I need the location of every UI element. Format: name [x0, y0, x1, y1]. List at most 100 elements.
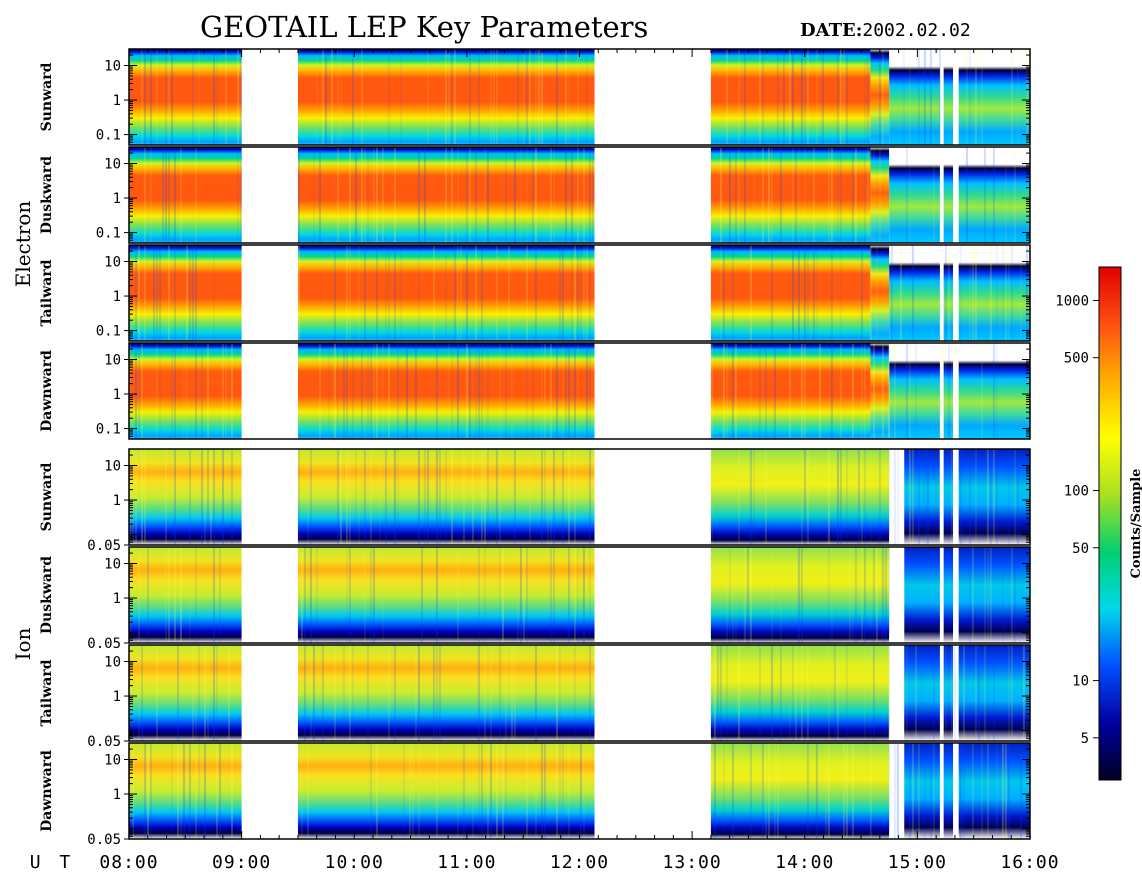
spectrogram-segment	[889, 449, 1030, 545]
texture-streak	[204, 449, 206, 545]
texture-streak	[908, 343, 911, 439]
texture-streak	[851, 147, 854, 243]
texture-streak	[180, 547, 182, 643]
texture-streak	[845, 645, 848, 741]
texture-streak	[980, 343, 983, 439]
data-gap	[939, 49, 944, 145]
texture-streak	[848, 547, 851, 643]
texture-streak	[734, 547, 737, 643]
texture-streak	[315, 547, 318, 643]
texture-streak	[770, 547, 773, 643]
texture-streak	[791, 245, 794, 341]
texture-streak	[531, 147, 534, 243]
colorbar-label: Counts/Sample	[1129, 469, 1142, 579]
texture-streak	[342, 645, 345, 741]
panel-label: Tailward	[39, 259, 55, 326]
texture-streak	[965, 49, 968, 145]
texture-streak	[767, 147, 770, 243]
texture-streak	[893, 343, 896, 439]
spectrogram-segment	[870, 147, 890, 243]
texture-streak	[576, 547, 579, 643]
texture-streak	[803, 449, 806, 545]
texture-streak	[510, 343, 513, 439]
texture-streak	[1013, 147, 1016, 243]
panel-frame	[128, 546, 1031, 644]
texture-streak	[932, 645, 935, 741]
texture-streak	[465, 343, 468, 439]
texture-streak	[791, 49, 794, 145]
texture-streak	[731, 343, 734, 439]
texture-streak	[851, 547, 854, 643]
spectrogram-segment	[889, 245, 1030, 341]
texture-streak	[399, 49, 402, 145]
texture-streak	[525, 245, 528, 341]
texture-streak	[965, 147, 968, 243]
texture-streak	[507, 245, 510, 341]
data-gap	[939, 147, 944, 243]
texture-streak	[129, 449, 131, 545]
texture-streak	[456, 547, 459, 643]
texture-streak	[971, 743, 974, 839]
texture-streak	[854, 147, 857, 243]
texture-streak	[381, 343, 384, 439]
texture-streak	[198, 49, 200, 145]
texture-streak	[369, 547, 372, 643]
texture-streak	[381, 547, 384, 643]
texture-streak	[213, 245, 215, 341]
texture-streak	[932, 743, 935, 839]
texture-streak	[141, 645, 143, 741]
texture-streak	[432, 645, 435, 741]
data-gap	[889, 743, 905, 839]
texture-streak	[360, 343, 363, 439]
texture-streak	[917, 743, 920, 839]
spectrogram-segment	[889, 343, 1030, 439]
texture-streak	[752, 147, 755, 243]
texture-streak	[531, 343, 534, 439]
texture-streak	[231, 743, 233, 839]
panel-frame	[128, 644, 1031, 742]
texture-streak	[492, 49, 495, 145]
texture-streak	[887, 343, 890, 439]
texture-streak	[198, 743, 200, 839]
texture-streak	[977, 645, 980, 741]
texture-streak	[516, 49, 519, 145]
texture-streak	[435, 645, 438, 741]
panel-label: Dawnward	[39, 350, 55, 432]
texture-streak	[450, 49, 453, 145]
texture-streak	[156, 343, 158, 439]
texture-streak	[138, 343, 140, 439]
texture-streak	[477, 743, 480, 839]
texture-streak	[911, 449, 914, 545]
texture-streak	[174, 147, 176, 243]
texture-streak	[525, 343, 528, 439]
texture-streak	[474, 147, 477, 243]
colorbar-tick-label: 100	[1064, 484, 1089, 500]
texture-streak	[791, 147, 794, 243]
texture-streak	[558, 645, 561, 741]
texture-streak	[174, 449, 176, 545]
texture-streak	[585, 49, 588, 145]
texture-streak	[378, 449, 381, 545]
spectrogram-segment	[870, 449, 890, 545]
texture-streak	[483, 645, 486, 741]
texture-streak	[495, 245, 498, 341]
texture-streak	[983, 547, 986, 643]
y-tick-label: 1	[113, 387, 121, 403]
texture-streak	[534, 743, 537, 839]
texture-streak	[138, 547, 140, 643]
texture-streak	[1004, 743, 1007, 839]
texture-streak	[180, 147, 182, 243]
texture-streak	[156, 49, 158, 145]
panel-label: Duskward	[39, 556, 55, 634]
texture-streak	[941, 547, 944, 643]
texture-streak	[803, 49, 806, 145]
ion-dawnward-panel: 10 1 0.05 Dawnward	[39, 742, 1031, 848]
texture-streak	[477, 547, 480, 643]
texture-streak	[863, 645, 866, 741]
texture-streak	[189, 245, 191, 341]
x-tick-label: 10:00	[325, 852, 384, 873]
texture-streak	[812, 245, 815, 341]
texture-streak	[213, 645, 215, 741]
y-tick-label: 0.05	[87, 538, 121, 554]
texture-streak	[213, 49, 215, 145]
